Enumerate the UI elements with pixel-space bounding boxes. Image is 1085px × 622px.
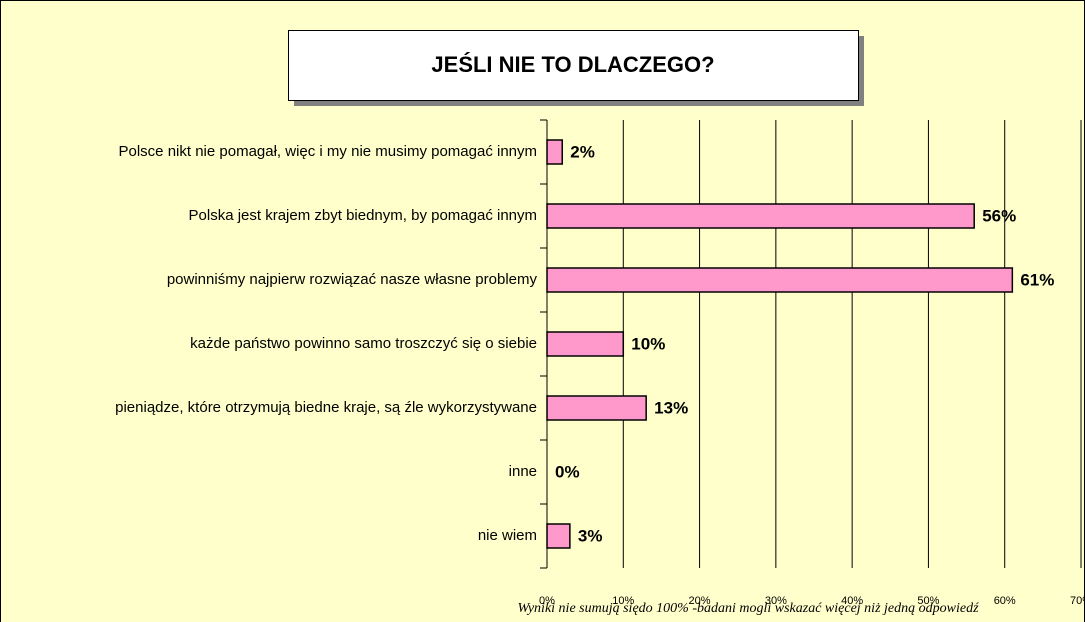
category-text: Polsce nikt nie pomagał, więc i my nie m… (118, 143, 538, 160)
x-tick-label: 60% (994, 595, 1016, 607)
category-label: Polsce nikt nie pomagał, więc i my nie m… (15, 122, 538, 182)
bar (546, 395, 647, 421)
x-tick-label: 40% (841, 595, 863, 607)
title-box (288, 30, 859, 101)
value-label: 2% (570, 142, 595, 161)
category-text: powinniśmy najpierw rozwiązać nasze włas… (166, 271, 537, 288)
value-label: 56% (982, 206, 1016, 225)
category-label: każde państwo powinno samo troszczyć się… (15, 314, 537, 374)
category-label: pieniądze, które otrzymują biedne kraje,… (15, 378, 537, 438)
category-label: Polska jest krajem zbyt biednym, by poma… (15, 186, 537, 246)
bar (546, 139, 564, 165)
category-label: powinniśmy najpierw rozwiązać nasze włas… (15, 250, 537, 310)
category-label: nie wiem (15, 506, 537, 566)
value-label: 61% (1020, 270, 1054, 289)
category-text: inne (508, 463, 537, 480)
category-text: każde państwo powinno samo troszczyć się… (190, 335, 537, 352)
bar (546, 331, 625, 357)
category-text: Polska jest krajem zbyt biednym, by poma… (188, 207, 537, 224)
x-tick-label: 70% (1070, 595, 1085, 607)
bar (546, 523, 571, 549)
x-tick-label: 10% (612, 595, 634, 607)
footnote: Wyniki nie sumują siędo 100% -badani mog… (517, 601, 979, 616)
x-tick-label: 0% (539, 595, 555, 607)
bar (546, 267, 1014, 293)
chart-title: JEŚLI NIE TO DLACZEGO? (431, 52, 714, 77)
value-label: 13% (654, 398, 688, 417)
category-text: nie wiem (477, 527, 537, 544)
value-label: 10% (631, 334, 665, 353)
x-tick-label: 20% (689, 595, 711, 607)
x-tick-label: 50% (917, 595, 939, 607)
category-text: pieniądze, które otrzymują biedne kraje,… (115, 399, 537, 416)
category-label: inne (15, 442, 537, 502)
bar (546, 203, 975, 229)
value-label: 3% (578, 526, 603, 545)
x-tick-label: 30% (765, 595, 787, 607)
value-label: 0% (555, 462, 580, 481)
